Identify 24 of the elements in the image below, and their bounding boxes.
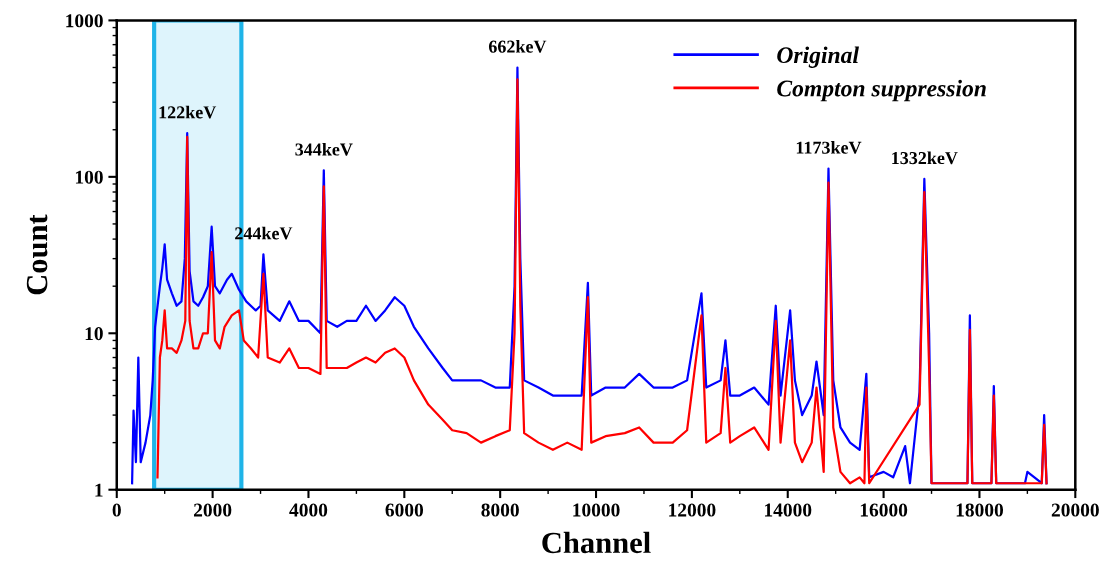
annotation: 1332keV bbox=[892, 151, 958, 165]
legend-label: Original bbox=[777, 46, 859, 68]
x-tick-label: 14000 bbox=[764, 503, 812, 517]
x-tick-label: 18000 bbox=[956, 503, 1004, 517]
annotation: 662keV bbox=[488, 40, 547, 53]
annotation: 122keV bbox=[159, 105, 217, 119]
y-tick-label: 1 bbox=[95, 483, 103, 497]
x-tick-label: 8000 bbox=[481, 503, 519, 517]
x-tick-label: 0 bbox=[112, 503, 121, 517]
y-tick-label: 10 bbox=[85, 327, 103, 341]
y-tick-label: 100 bbox=[75, 170, 103, 184]
x-tick-label: 12000 bbox=[669, 503, 716, 517]
x-tick-label: 6000 bbox=[385, 503, 424, 517]
x-tick-label: 4000 bbox=[289, 503, 328, 517]
annotation: 344keV bbox=[295, 142, 353, 156]
y-tick-label: 1000 bbox=[66, 14, 103, 28]
x-tick-label: 20000 bbox=[1051, 503, 1099, 517]
x-tick-label: 2000 bbox=[193, 503, 232, 517]
y-axis-title: Count bbox=[26, 214, 48, 295]
x-tick-label: 10000 bbox=[573, 503, 620, 517]
legend-label: Compton suppression bbox=[777, 79, 986, 102]
x-axis-title: Channel bbox=[542, 531, 651, 554]
x-tick-label: 16000 bbox=[860, 503, 908, 517]
annotation: 1173keV bbox=[796, 141, 862, 154]
